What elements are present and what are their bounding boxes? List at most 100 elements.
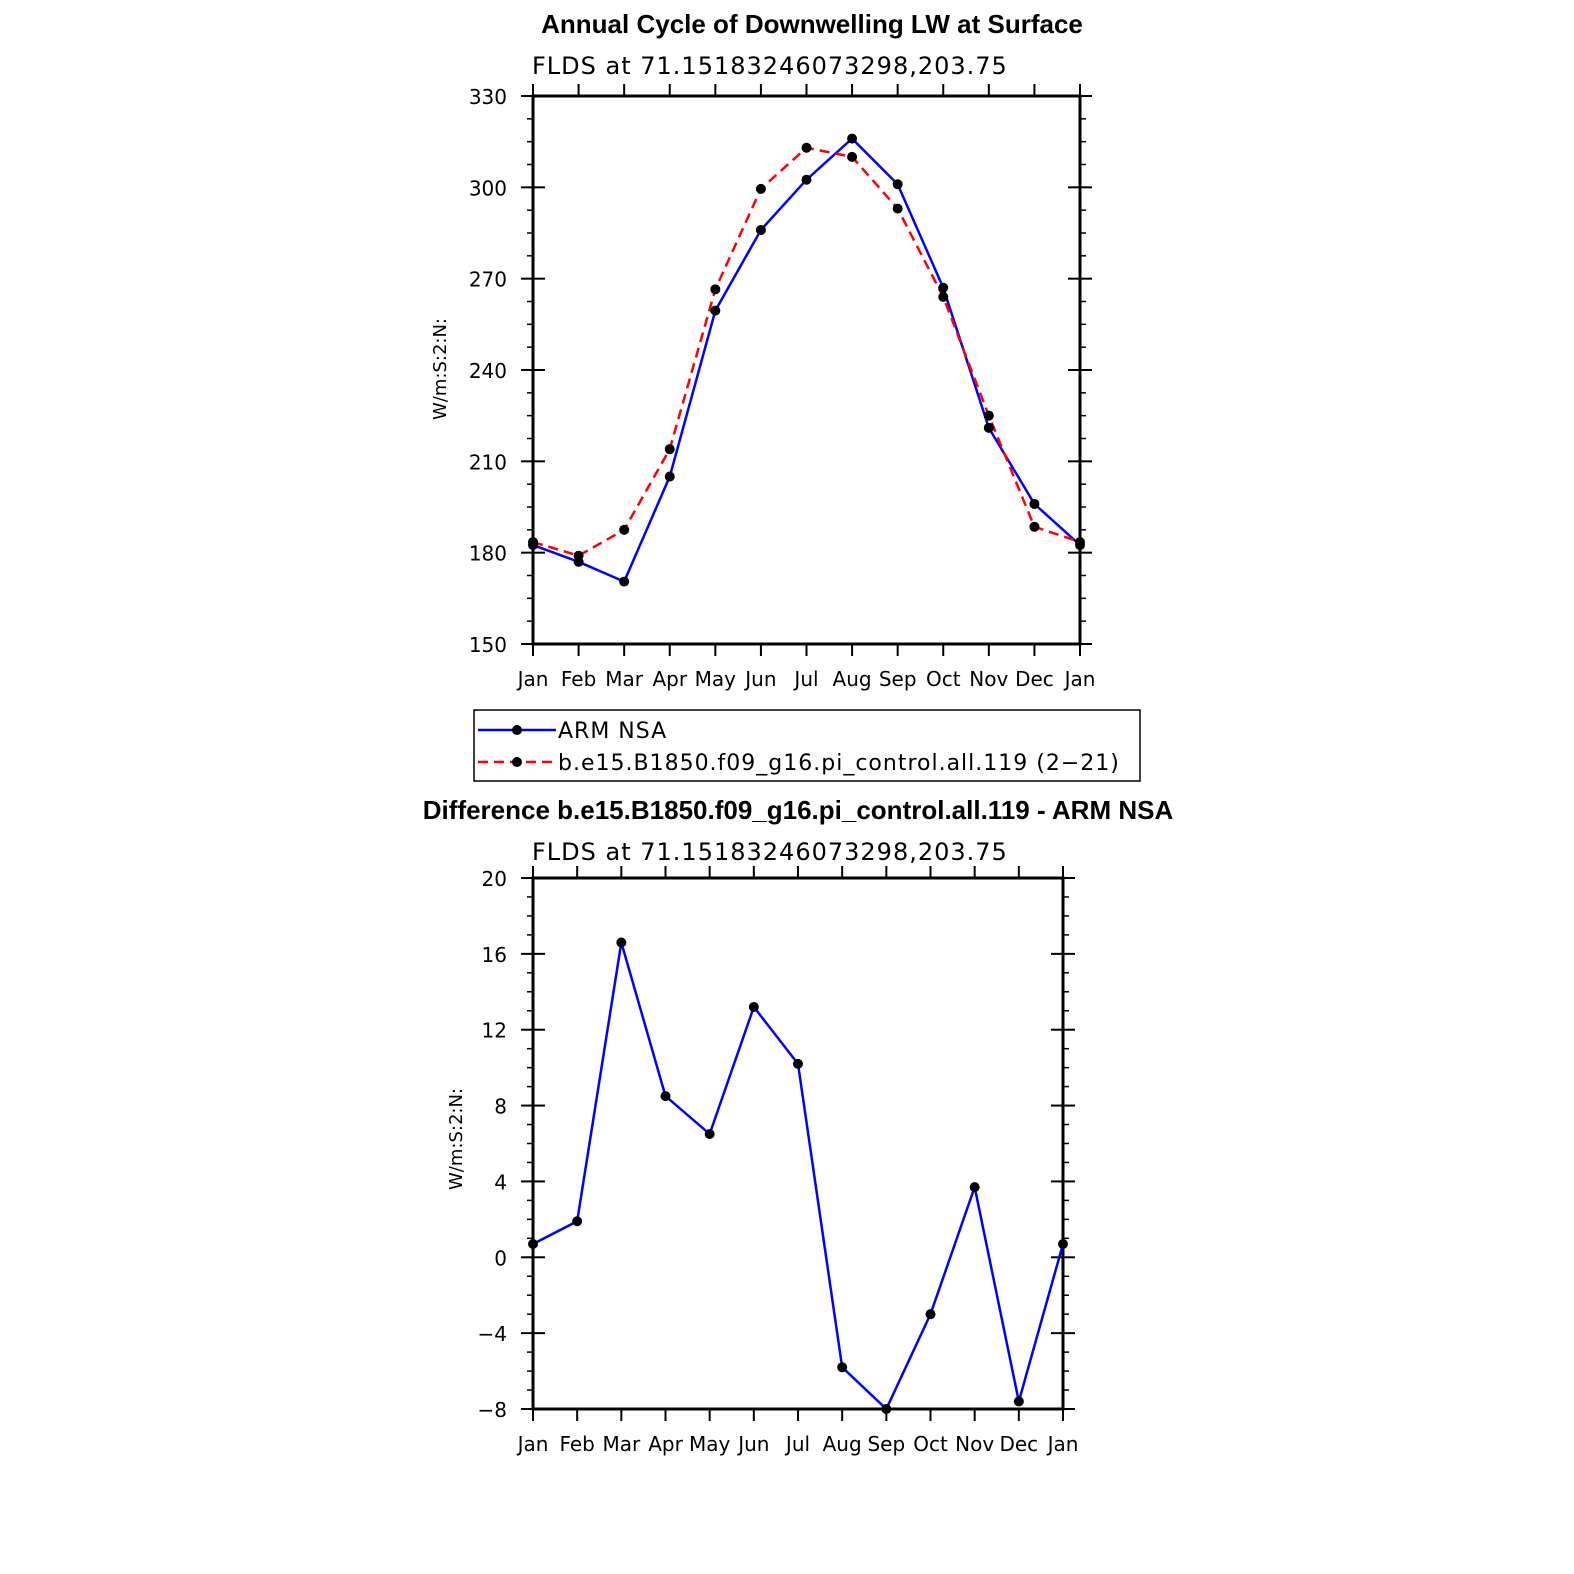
x-tick-label: Jun — [736, 1432, 769, 1456]
data-point — [1075, 537, 1085, 548]
x-tick-label: Dec — [999, 1432, 1038, 1456]
x-tick-label: Jul — [792, 667, 818, 691]
data-point — [1058, 1239, 1068, 1250]
chart-subtitle: FLDS at 71.15183246073298,203.75 — [532, 838, 1008, 866]
data-point — [938, 291, 949, 302]
data-point — [573, 550, 584, 561]
y-axis-label: W/m:S:2:N: — [446, 1088, 467, 1190]
y-tick-label: 180 — [469, 542, 507, 566]
data-point — [969, 1182, 980, 1193]
data-point — [847, 133, 858, 144]
x-tick-label: Feb — [561, 667, 596, 691]
x-tick-label: Jan — [516, 667, 549, 691]
x-tick-label: Aug — [823, 1432, 862, 1456]
data-point — [801, 142, 812, 153]
series-line — [532, 136, 1081, 584]
y-axis-label: W/m:S:2:N: — [430, 318, 451, 420]
tick-labels: Jan Feb Mar Apr May Jun Jul Aug Sep Oct Nov Dec Jan−… — [478, 867, 1079, 1456]
data-point — [664, 444, 675, 455]
x-tick-label: May — [695, 667, 737, 691]
y-tick-label: −8 — [478, 1398, 507, 1422]
data-point — [793, 1058, 803, 1069]
y-tick-label: 240 — [469, 359, 507, 383]
data-point — [938, 282, 949, 293]
data-point — [619, 524, 630, 535]
data-point — [664, 471, 675, 482]
y-tick-label: 12 — [482, 1019, 507, 1043]
legend-marker-arm-nsa — [512, 725, 522, 735]
legend-label-model: b.e15.B1850.f09_g16.pi_control.all.119 (… — [558, 751, 1120, 776]
data-point — [1013, 1396, 1024, 1407]
data-point — [755, 183, 766, 194]
y-tick-label: 16 — [482, 943, 507, 967]
data-point — [847, 151, 858, 162]
series-lines — [528, 937, 1068, 1414]
data-point — [619, 576, 630, 587]
data-point — [983, 410, 994, 421]
y-tick-label: 0 — [494, 1246, 507, 1270]
tick-labels: Jan Feb Mar Apr May Jun Jul Aug Sep Oct Nov Dec Jan 1… — [469, 85, 1096, 691]
x-tick-label: Jul — [784, 1432, 810, 1456]
x-tick-label: Jan — [1063, 667, 1096, 691]
y-tick-label: 300 — [469, 176, 507, 200]
series-line — [532, 942, 1065, 1412]
data-point — [660, 1091, 671, 1102]
x-tick-label: Jan — [516, 1432, 549, 1456]
legend-label-arm-nsa: ARM NSA — [558, 719, 667, 744]
axis-ticks — [521, 866, 1075, 1421]
data-point — [837, 1362, 848, 1373]
data-point — [983, 422, 994, 433]
data-point — [572, 1216, 583, 1227]
data-point — [892, 203, 903, 214]
x-tick-label: Nov — [969, 667, 1008, 691]
x-tick-label: Apr — [652, 667, 687, 691]
y-tick-label: 8 — [494, 1095, 507, 1119]
data-point — [801, 174, 812, 185]
y-tick-label: 150 — [469, 633, 507, 657]
difference-chart: Difference b.e15.B1850.f09_g16.pi_contro… — [423, 795, 1174, 1456]
data-point — [710, 305, 721, 316]
data-point — [881, 1404, 892, 1414]
x-tick-label: Jun — [743, 667, 776, 691]
x-tick-label: Dec — [1015, 667, 1054, 691]
data-point — [616, 937, 627, 948]
x-tick-label: Mar — [605, 667, 644, 691]
series-lines — [528, 133, 1085, 587]
x-tick-label: Feb — [559, 1432, 594, 1456]
data-point — [755, 224, 766, 235]
x-tick-label: Sep — [879, 667, 917, 691]
data-point — [748, 1001, 759, 1012]
x-tick-label: Oct — [913, 1432, 948, 1456]
data-point — [528, 1239, 538, 1250]
chart-subtitle: FLDS at 71.15183246073298,203.75 — [532, 52, 1008, 80]
chart-title: Annual Cycle of Downwelling LW at Surfac… — [541, 9, 1083, 39]
y-tick-label: 20 — [482, 867, 507, 891]
chart-title: Difference b.e15.B1850.f09_g16.pi_contro… — [423, 795, 1174, 825]
x-tick-label: Apr — [648, 1432, 683, 1456]
data-point — [1029, 521, 1040, 532]
data-point — [710, 284, 721, 295]
legend: ARM NSA b.e15.B1850.f09_g16.pi_control.a… — [473, 709, 1141, 782]
x-tick-label: Mar — [602, 1432, 641, 1456]
plot-frame — [531, 94, 1082, 646]
plot-frame — [531, 876, 1065, 1411]
x-tick-label: May — [689, 1432, 731, 1456]
x-tick-label: Jan — [1046, 1432, 1079, 1456]
x-tick-label: Nov — [955, 1432, 994, 1456]
y-tick-label: 210 — [469, 450, 507, 474]
series-line — [532, 146, 1081, 558]
x-tick-label: Aug — [833, 667, 872, 691]
axis-ticks — [521, 84, 1092, 656]
data-point — [892, 179, 903, 190]
y-tick-label: −4 — [478, 1322, 507, 1346]
y-tick-label: 270 — [469, 268, 507, 292]
data-point — [528, 537, 538, 548]
annual-cycle-chart: Annual Cycle of Downwelling LW at Surfac… — [430, 9, 1141, 782]
data-point — [1029, 498, 1040, 509]
x-tick-label: Sep — [867, 1432, 905, 1456]
x-tick-label: Oct — [926, 667, 961, 691]
y-tick-label: 4 — [494, 1170, 507, 1194]
data-point — [704, 1129, 715, 1140]
y-tick-label: 330 — [469, 85, 507, 109]
